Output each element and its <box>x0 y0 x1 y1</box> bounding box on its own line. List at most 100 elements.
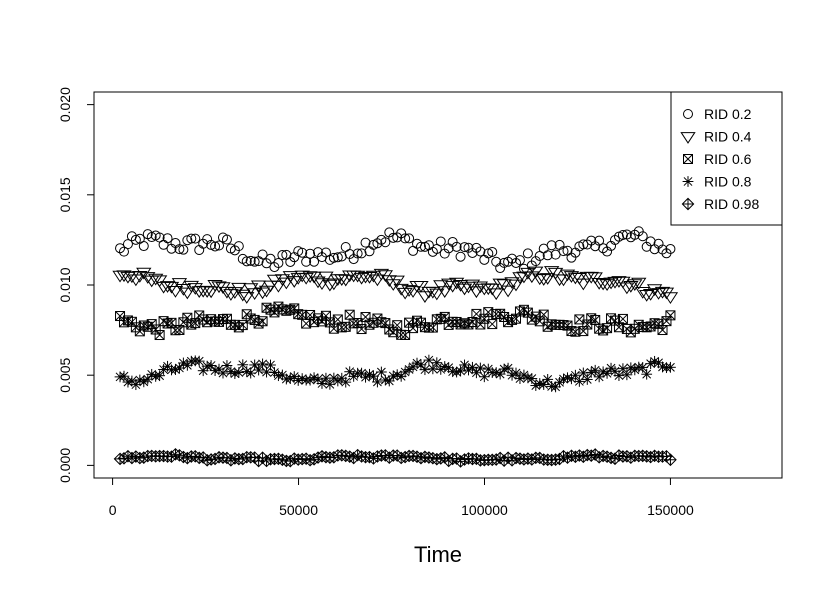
data-point <box>221 234 232 245</box>
data-point <box>151 275 168 288</box>
data-point <box>310 276 326 289</box>
data-point <box>328 252 339 263</box>
data-point <box>637 231 648 242</box>
data-point <box>455 251 466 262</box>
data-point <box>130 234 141 245</box>
data-point <box>273 370 284 382</box>
data-point <box>320 310 331 321</box>
data-point <box>617 229 628 240</box>
data-point <box>193 355 205 367</box>
data-point <box>162 233 173 244</box>
legend-marker <box>683 154 693 164</box>
data-point <box>356 248 367 259</box>
data-point <box>219 286 235 299</box>
data-point <box>615 276 631 289</box>
data-point <box>360 237 371 248</box>
data-point <box>265 359 276 371</box>
data-point <box>650 288 667 300</box>
data-point <box>265 253 276 264</box>
data-point <box>510 367 522 379</box>
data-point <box>233 367 245 378</box>
data-point <box>186 233 197 244</box>
data-point <box>144 275 160 288</box>
data-point <box>528 266 544 279</box>
data-point <box>388 232 399 243</box>
data-point <box>662 292 679 305</box>
data-point <box>487 246 498 257</box>
data-point <box>467 361 478 373</box>
series-rid-0.2 <box>115 226 676 274</box>
y-axis: 0.000 0.005 0.010 0.015 0.020 <box>57 87 95 483</box>
data-point <box>419 364 431 376</box>
data-point <box>215 282 231 294</box>
data-point <box>514 255 525 266</box>
data-point <box>499 257 510 268</box>
data-point <box>599 279 615 292</box>
data-point <box>425 286 441 299</box>
data-point <box>336 251 347 262</box>
data-point <box>455 365 466 377</box>
data-point <box>205 360 217 371</box>
data-point <box>266 274 283 287</box>
data-point <box>512 272 528 284</box>
data-point <box>637 362 649 373</box>
data-point <box>543 266 560 278</box>
data-point <box>126 316 137 327</box>
data-point <box>665 310 676 321</box>
data-point <box>277 250 288 261</box>
data-point <box>435 236 446 247</box>
data-point <box>546 240 557 251</box>
data-point <box>547 267 564 280</box>
data-point <box>155 281 172 294</box>
data-point <box>400 233 411 244</box>
data-point <box>297 247 308 258</box>
data-point <box>508 279 524 292</box>
data-point <box>488 288 504 301</box>
data-point <box>404 233 415 244</box>
data-point <box>150 370 162 382</box>
data-point <box>578 239 589 250</box>
x-tick-label: 150000 <box>647 502 694 518</box>
data-point <box>451 241 462 252</box>
data-point <box>147 273 164 286</box>
data-point <box>495 308 506 319</box>
data-point <box>623 281 639 293</box>
data-point <box>582 239 593 250</box>
data-point <box>617 363 629 375</box>
data-point <box>258 285 275 298</box>
data-point <box>245 255 256 266</box>
data-point <box>309 256 320 267</box>
data-point <box>190 233 201 244</box>
data-point <box>577 367 589 379</box>
y-tick-label: 0.015 <box>57 177 73 212</box>
legend: RID 0.2 RID 0.4 RID 0.6 RID 0.8 RID 0.98 <box>670 91 783 226</box>
data-point <box>448 277 465 290</box>
data-point <box>413 280 429 293</box>
data-point <box>124 271 140 284</box>
data-point <box>475 246 486 257</box>
data-point <box>380 237 391 248</box>
data-point <box>210 241 221 252</box>
data-point <box>540 273 556 285</box>
data-point <box>249 256 260 267</box>
data-point <box>381 275 397 287</box>
legend-marker <box>683 109 693 119</box>
x-tick-label: 0 <box>109 502 117 518</box>
data-point <box>463 242 474 253</box>
data-point <box>324 378 336 390</box>
series-rid-0.6 <box>115 301 676 341</box>
data-point <box>392 320 403 331</box>
data-point <box>459 242 470 253</box>
data-point <box>245 367 257 379</box>
data-point <box>146 319 157 330</box>
data-point <box>372 376 383 388</box>
data-point <box>352 248 363 259</box>
data-point <box>253 364 265 376</box>
data-point <box>444 280 461 293</box>
data-point <box>334 274 350 286</box>
data-point <box>427 363 439 375</box>
data-point <box>194 245 205 256</box>
data-point <box>187 283 203 295</box>
data-point <box>467 247 478 258</box>
